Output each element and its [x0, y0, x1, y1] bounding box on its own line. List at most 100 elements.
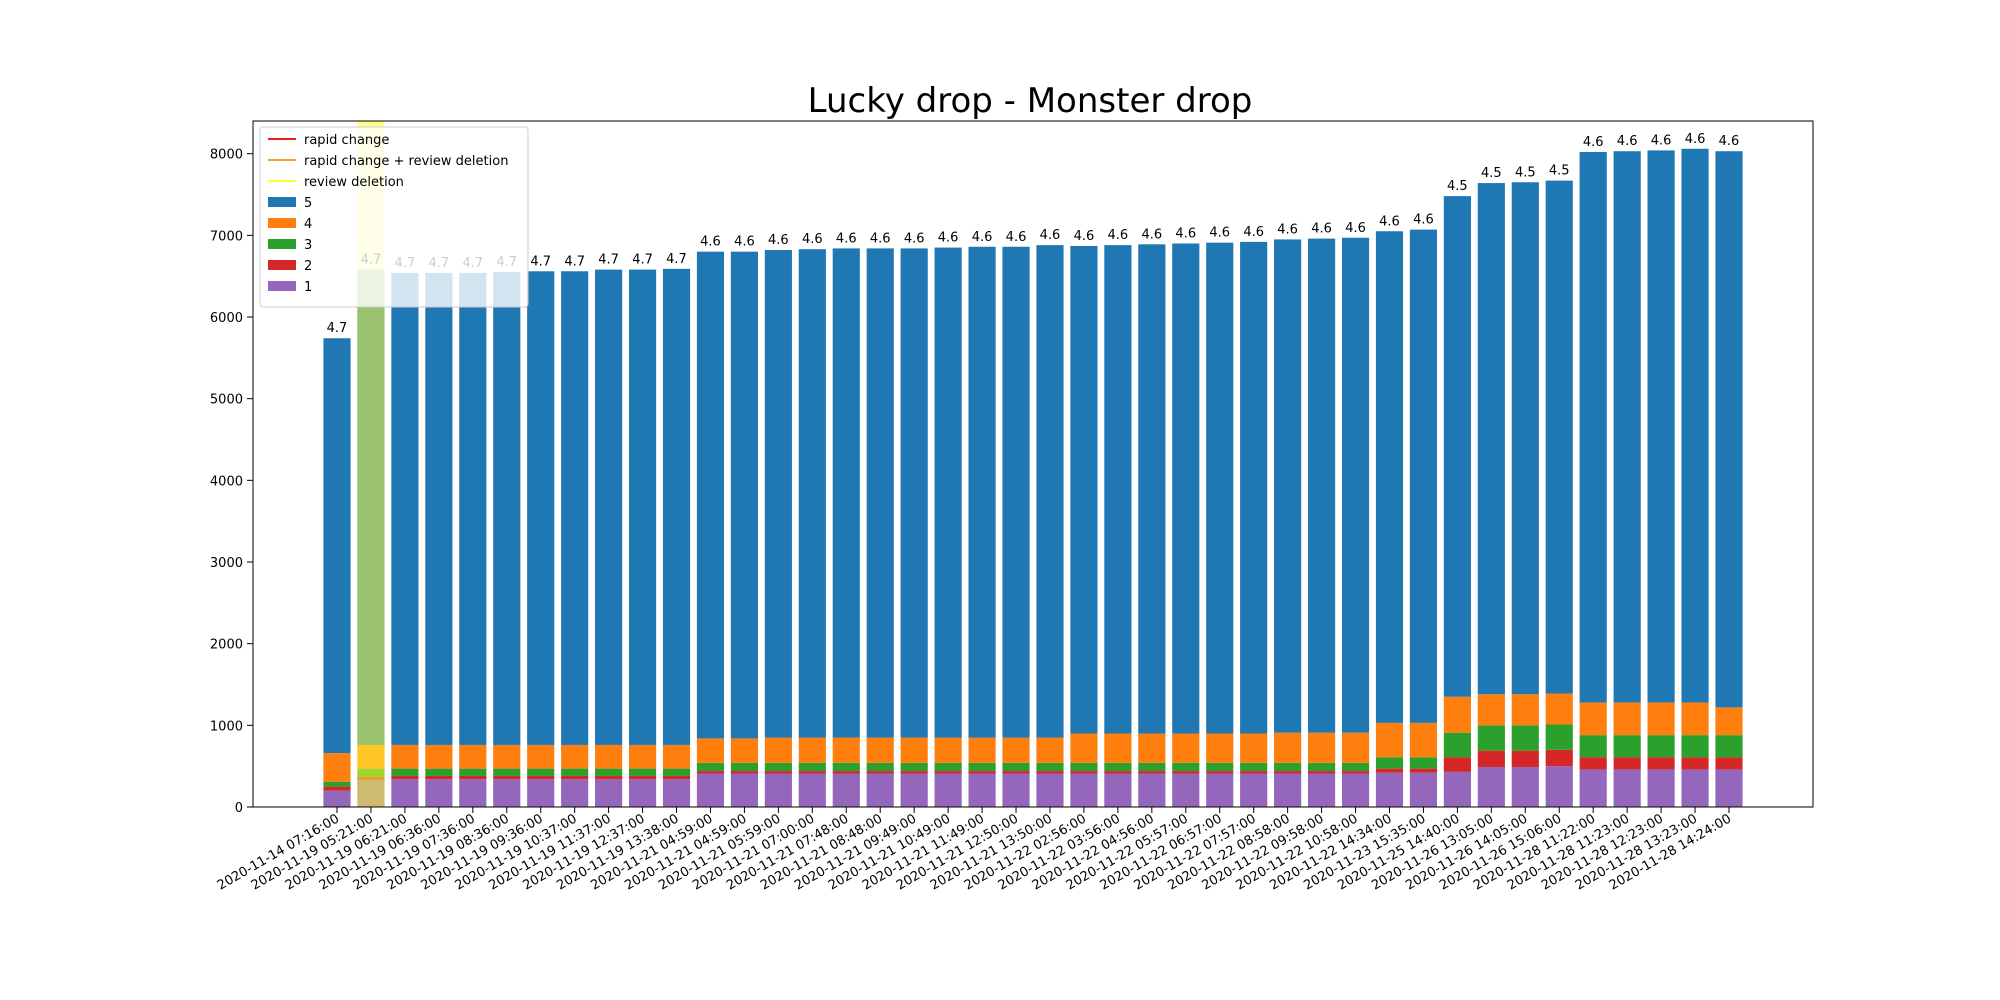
- bar-segment-4: [696, 738, 725, 763]
- bar-segment-1: [527, 779, 555, 807]
- bar-segment-2: [1274, 771, 1302, 774]
- bar-segment-3: [900, 762, 928, 772]
- bar-segment-5: [323, 338, 351, 754]
- bar-segment-2: [628, 775, 657, 780]
- bar-segment-4: [832, 737, 860, 763]
- bar-segment-3: [696, 762, 725, 772]
- bar-segment-3: [1647, 735, 1675, 758]
- axes-layer: 0100020003000400050006000700080002020-11…: [210, 120, 1814, 894]
- bar-segment-4: [764, 737, 792, 763]
- bar-segment-4: [1477, 694, 1505, 726]
- bar-segment-2: [1375, 768, 1404, 773]
- bar-segment-2: [1206, 771, 1234, 774]
- bar-segment-2: [900, 771, 928, 774]
- bar-value-label: 4.6: [1243, 225, 1264, 240]
- plot-frame: [252, 120, 1814, 808]
- bar-segment-4: [1036, 737, 1064, 763]
- bar-segment-3: [1409, 757, 1438, 769]
- bar-segment-3: [934, 762, 962, 772]
- bar-segment-1: [561, 779, 589, 807]
- bar-segment-4: [391, 744, 419, 769]
- bar-segment-4: [1240, 733, 1268, 763]
- bar-value-label: 4.6: [1141, 227, 1162, 242]
- bar-segment-1: [968, 773, 996, 807]
- bar-segment-2: [1308, 771, 1336, 774]
- bar-segment-1: [1070, 773, 1098, 807]
- bar-segment-5: [391, 272, 419, 745]
- bar-value-label: 4.6: [1209, 226, 1230, 241]
- bar-segment-2: [1545, 749, 1573, 767]
- bar-segment-2: [1036, 771, 1064, 774]
- bar-segment-5: [1206, 242, 1234, 734]
- bar-segment-1: [696, 773, 725, 807]
- y-tick-label: 7000: [210, 229, 243, 244]
- bar-value-label: 4.6: [1651, 133, 1672, 148]
- bar-segment-4: [1070, 733, 1098, 763]
- bar-value-label: 4.6: [1345, 221, 1366, 236]
- legend-label: review deletion: [304, 175, 404, 190]
- bar-value-label: 4.6: [1719, 134, 1740, 149]
- bar-segment-4: [866, 737, 894, 763]
- bar-segment-5: [696, 251, 725, 739]
- legend-color-swatch: [268, 260, 296, 270]
- bar-segment-4: [1409, 722, 1438, 758]
- bar-segment-2: [1443, 757, 1471, 772]
- bar-segment-3: [764, 762, 792, 772]
- bar-segment-1: [1002, 773, 1030, 807]
- bar-segment-5: [1002, 246, 1030, 738]
- bar-segment-1: [934, 773, 962, 807]
- bar-value-label: 4.6: [1175, 227, 1196, 242]
- bar-segment-3: [1240, 762, 1268, 772]
- bar-segment-2: [968, 771, 996, 774]
- bar-segment-4: [1443, 696, 1471, 733]
- bar-segment-4: [968, 737, 996, 763]
- bar-segment-5: [1511, 182, 1539, 695]
- bar-segment-1: [832, 773, 860, 807]
- legend-label: 3: [304, 238, 312, 253]
- bar-segment-1: [1511, 766, 1539, 807]
- legend-color-swatch: [268, 197, 296, 207]
- bar-segment-2: [1138, 771, 1166, 774]
- bar-segment-2: [1070, 771, 1098, 774]
- y-tick-label: 6000: [210, 311, 243, 326]
- bar-segment-2: [561, 775, 589, 780]
- bar-value-label: 4.7: [564, 254, 585, 269]
- bar-segment-2: [1172, 771, 1200, 774]
- bar-value-label: 4.6: [972, 230, 993, 245]
- bar-segment-5: [662, 268, 691, 745]
- bar-segment-5: [1681, 148, 1709, 703]
- bar-segment-1: [1579, 769, 1607, 807]
- bar-segment-1: [798, 773, 826, 807]
- bar-segment-3: [1477, 725, 1505, 751]
- bar-segment-5: [968, 246, 996, 738]
- legend-color-swatch: [268, 218, 296, 228]
- bar-value-label: 4.7: [327, 321, 348, 336]
- bar-segment-2: [696, 771, 725, 774]
- bar-segment-5: [900, 248, 928, 738]
- bar-value-label: 4.6: [1685, 132, 1706, 147]
- bar-segment-2: [832, 771, 860, 774]
- bar-segment-2: [1477, 750, 1505, 767]
- bar-segment-5: [866, 248, 894, 738]
- bar-segment-5: [1545, 180, 1573, 694]
- legend-color-swatch: [268, 239, 296, 249]
- bar-segment-3: [391, 768, 419, 776]
- bar-segment-1: [1206, 773, 1234, 807]
- bar-segment-4: [900, 737, 928, 763]
- bar-segment-4: [425, 744, 453, 769]
- bar-value-label: 4.6: [1413, 213, 1434, 228]
- legend-label: 2: [304, 259, 312, 274]
- bar-segment-2: [1647, 757, 1675, 770]
- bar-segment-4: [1715, 707, 1743, 736]
- bar-value-label: 4.7: [666, 252, 687, 267]
- bar-segment-3: [493, 768, 521, 776]
- bar-segment-1: [1104, 773, 1132, 807]
- bar-segment-3: [832, 762, 860, 772]
- bar-segment-5: [459, 272, 487, 745]
- bar-value-label: 4.7: [530, 254, 551, 269]
- bar-segment-5: [1613, 151, 1641, 703]
- bar-segment-3: [323, 781, 351, 787]
- bar-segment-3: [1206, 762, 1234, 772]
